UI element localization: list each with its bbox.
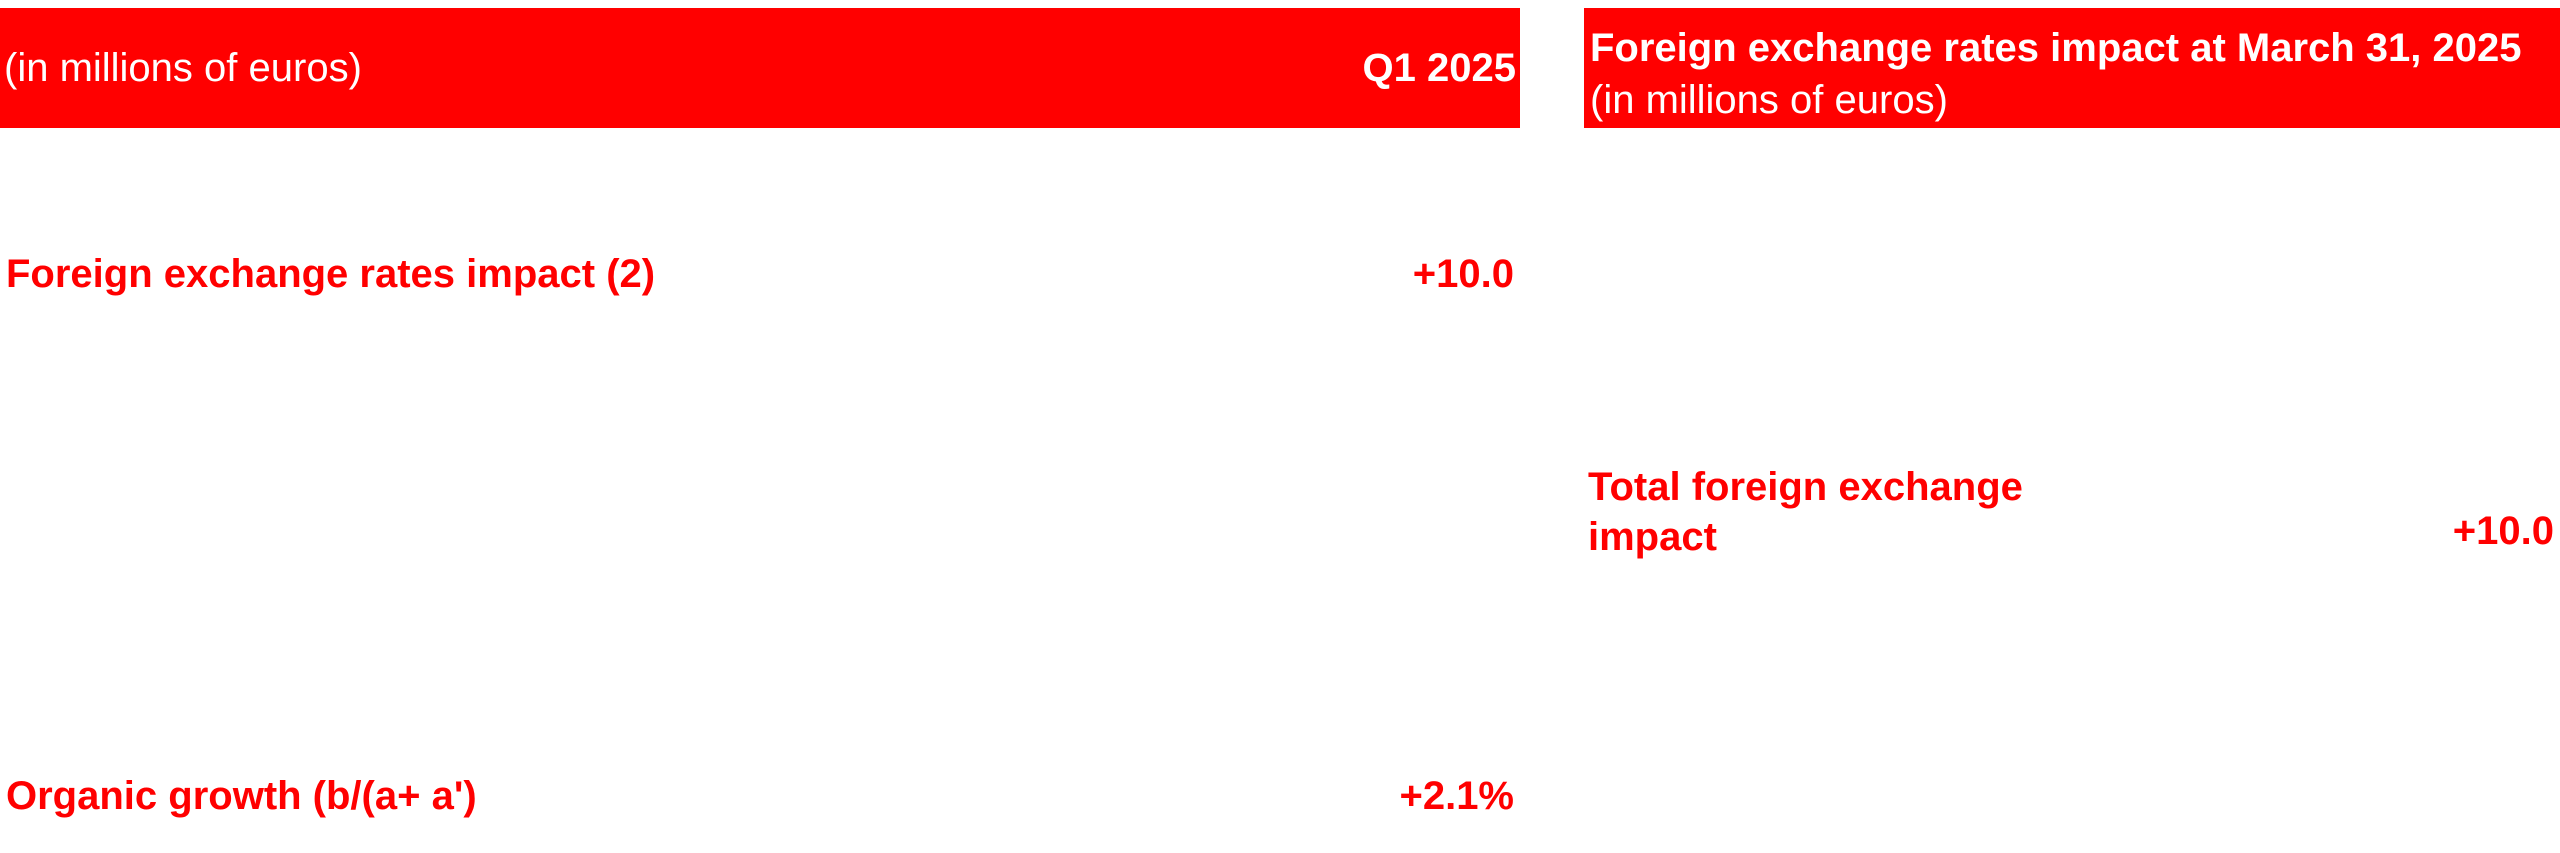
organic-growth-value: +2.1% [1399,773,1514,818]
table-row: Organic growth (b/(a+ a') +2.1% [6,768,1514,824]
fx-impact-value: +10.0 [1412,251,1514,296]
left-table-header: (in millions of euros) Q1 2025 [0,8,1520,128]
total-fx-impact-row: Total foreign exchange impact +10.0 [1588,462,2554,572]
right-table-header: Foreign exchange rates impact at March 3… [1584,8,2560,128]
right-table-title: Foreign exchange rates impact at March 3… [1590,26,2522,70]
right-table-unit: (in millions of euros) [1590,78,1948,122]
total-fx-impact-label: Total foreign exchange impact [1588,465,2023,559]
table-row: Foreign exchange rates impact (2) +10.0 [6,246,1514,302]
total-fx-impact-value: +10.0 [2452,509,2554,553]
period-label: Q1 2025 [1362,45,1516,90]
unit-label: (in millions of euros) [4,45,362,90]
organic-growth-label: Organic growth (b/(a+ a') [6,773,477,818]
fx-impact-label: Foreign exchange rates impact (2) [6,251,656,296]
